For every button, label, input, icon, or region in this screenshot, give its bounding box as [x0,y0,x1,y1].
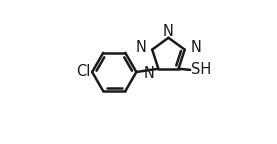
Text: SH: SH [191,62,211,77]
Text: N: N [190,40,201,55]
Text: N: N [163,24,174,39]
Text: N: N [144,66,155,81]
Text: Cl: Cl [76,65,91,79]
Text: N: N [136,40,147,55]
